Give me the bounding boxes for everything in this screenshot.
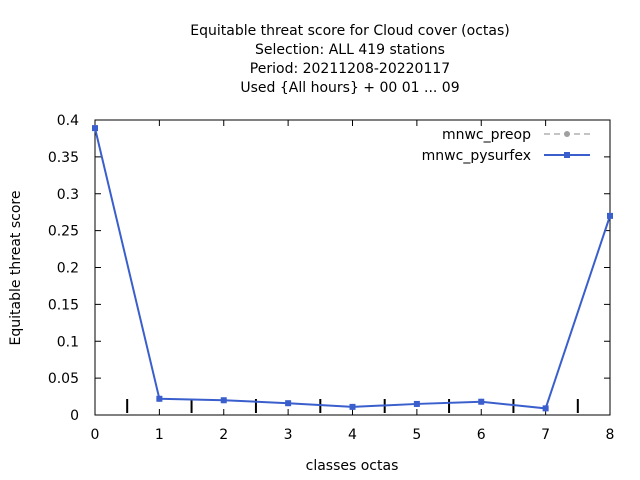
x-tick-label: 8 [606, 427, 615, 443]
y-tick-label: 0.05 [48, 371, 79, 387]
series-point [349, 403, 356, 410]
y-axis-label: Equitable threat score [8, 191, 24, 346]
x-axis: 0 1 2 3 4 5 6 7 8 [91, 120, 615, 443]
x-tick-label: 2 [219, 427, 228, 443]
legend-marker [564, 152, 570, 158]
series [92, 125, 613, 412]
y-tick-label: 0.2 [57, 261, 79, 277]
x-tick-label: 3 [284, 427, 293, 443]
y-tick-label: 0.3 [57, 187, 79, 203]
title-line: Selection: ALL 419 stations [255, 42, 445, 58]
title-line: Period: 20211208-20220117 [250, 61, 450, 77]
series-point [156, 395, 163, 402]
y-tick-label: 0.25 [48, 224, 79, 240]
series-point [92, 125, 98, 132]
chart-title: Equitable threat score for Cloud cover (… [190, 23, 509, 96]
series-line [94, 127, 611, 410]
legend: mnwc_preop mnwc_pysurfex [422, 127, 590, 164]
series-line [94, 127, 611, 410]
y-tick-label: 0.4 [57, 113, 79, 129]
title-line: Equitable threat score for Cloud cover (… [190, 23, 509, 39]
y-tick-label: 0 [70, 408, 79, 424]
y-tick-label: 0.35 [48, 150, 79, 166]
y-tick-label: 0.1 [57, 334, 79, 350]
x-axis-label: classes octas [306, 458, 399, 474]
title-line: Used {All hours} + 00 01 ... 09 [240, 80, 459, 96]
y-tick-label: 0.15 [48, 297, 79, 313]
x-tick-label: 6 [477, 427, 486, 443]
x-tick-label: 7 [541, 427, 550, 443]
series-point [413, 400, 420, 407]
x-tick-label: 0 [91, 427, 100, 443]
x-tick-label: 1 [155, 427, 164, 443]
series-point [607, 212, 613, 219]
x-tick-label: 4 [348, 427, 357, 443]
x-tick-label: 5 [412, 427, 421, 443]
series-point [542, 405, 549, 412]
legend-label: mnwc_preop [442, 127, 531, 143]
y-axis: 0 0.05 0.1 0.15 0.2 0.25 0.3 0.35 0.4 [48, 113, 610, 424]
plot-frame [94, 119, 611, 416]
legend-label: mnwc_pysurfex [422, 148, 531, 164]
series-point [220, 397, 227, 404]
legend-marker [564, 131, 570, 137]
series-point [285, 400, 292, 407]
series-point [478, 398, 485, 405]
